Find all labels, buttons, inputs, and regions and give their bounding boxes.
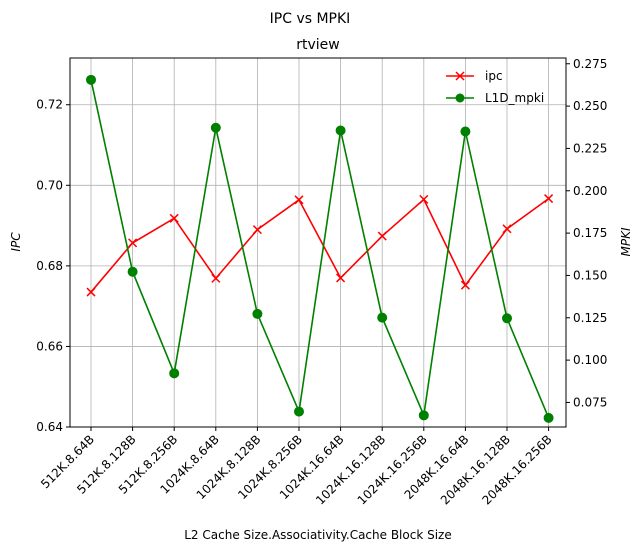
point-ipc <box>86 287 96 297</box>
point-ipc <box>419 194 429 204</box>
y-axis-right-label: MPKI <box>619 227 633 256</box>
legend: ipc L1D_mpki <box>446 69 544 105</box>
legend-label-ipc: ipc <box>485 69 503 83</box>
point-l1d-mpki <box>543 412 554 423</box>
point-mark <box>419 194 429 204</box>
point-ipc <box>544 194 554 204</box>
point-l1d-mpki <box>502 313 512 324</box>
y-left-tick-label: 0.72 <box>36 98 63 112</box>
point-ipc <box>294 195 304 205</box>
y-right-tick-label: 0.275 <box>573 57 607 71</box>
y-right-tick-label: 0.225 <box>573 141 607 155</box>
y-right-tick-label: 0.150 <box>573 268 607 282</box>
legend-label-l1d-mpki: L1D_mpki <box>485 91 544 105</box>
point-l1d-mpki <box>210 122 221 133</box>
point-l1d-mpki <box>252 308 263 319</box>
point-l1d-mpki <box>169 368 180 379</box>
series-line-l1d-mpki <box>90 79 550 419</box>
y-left-tick-label: 0.70 <box>36 178 63 192</box>
point-mark <box>377 231 387 241</box>
chart-suptitle: IPC vs MPKI <box>270 11 351 27</box>
y-left-tick-label: 0.66 <box>36 339 63 353</box>
point-ipc <box>128 238 138 248</box>
x-axis: 512K.8.64B512K.8.128B512K.8.256B1024K.8.… <box>38 427 555 507</box>
y-right-tick-label: 0.125 <box>573 311 607 325</box>
y-axis-left: 0.64 0.66 0.68 0.70 0.72 <box>36 98 70 434</box>
point-l1d-mpki <box>127 266 138 277</box>
point-mark <box>252 225 262 235</box>
y-left-tick-label: 0.68 <box>36 259 63 273</box>
y-axis-left-label: IPC <box>9 232 23 252</box>
point-mark <box>128 238 138 248</box>
series-line-ipc <box>90 197 550 293</box>
y-axis-right: 0.075 0.100 0.125 0.150 0.175 0.200 0.225 0.250… <box>566 57 607 409</box>
point-ipc <box>169 213 179 223</box>
point-mark <box>294 195 304 205</box>
y-right-tick-label: 0.075 <box>573 395 607 409</box>
point-l1d-mpki <box>335 125 346 136</box>
point-mark <box>460 280 470 290</box>
point-l1d-mpki <box>418 410 429 421</box>
point-mark <box>544 194 554 204</box>
point-mark <box>211 273 221 283</box>
x-axis-label: L2 Cache Size.Associativity.Cache Block … <box>184 528 451 542</box>
point-ipc <box>336 273 346 283</box>
y-left-tick-label: 0.64 <box>36 420 63 434</box>
point-ipc <box>502 224 512 234</box>
point-l1d-mpki <box>377 312 388 323</box>
point-mark <box>336 273 346 283</box>
y-right-tick-label: 0.200 <box>573 184 607 198</box>
point-ipc <box>252 225 262 235</box>
grid <box>70 58 566 428</box>
y-right-tick-label: 0.250 <box>573 99 607 113</box>
y-right-tick-label: 0.175 <box>573 226 607 240</box>
point-ipc <box>460 280 470 290</box>
point-mark <box>86 287 96 297</box>
legend-marker-ipc <box>455 71 465 81</box>
point-l1d-mpki <box>460 126 471 137</box>
point-ipc <box>211 273 221 283</box>
plot-frame <box>69 57 567 428</box>
point-mark <box>169 213 179 223</box>
chart-title: rtview <box>296 37 339 53</box>
point-l1d-mpki <box>294 406 304 417</box>
series-layer <box>86 74 554 423</box>
point-ipc <box>377 231 387 241</box>
y-right-tick-label: 0.100 <box>573 353 607 367</box>
point-mark <box>502 224 512 234</box>
point-l1d-mpki <box>86 74 96 85</box>
legend-marker-l1d-mpki <box>455 93 465 103</box>
